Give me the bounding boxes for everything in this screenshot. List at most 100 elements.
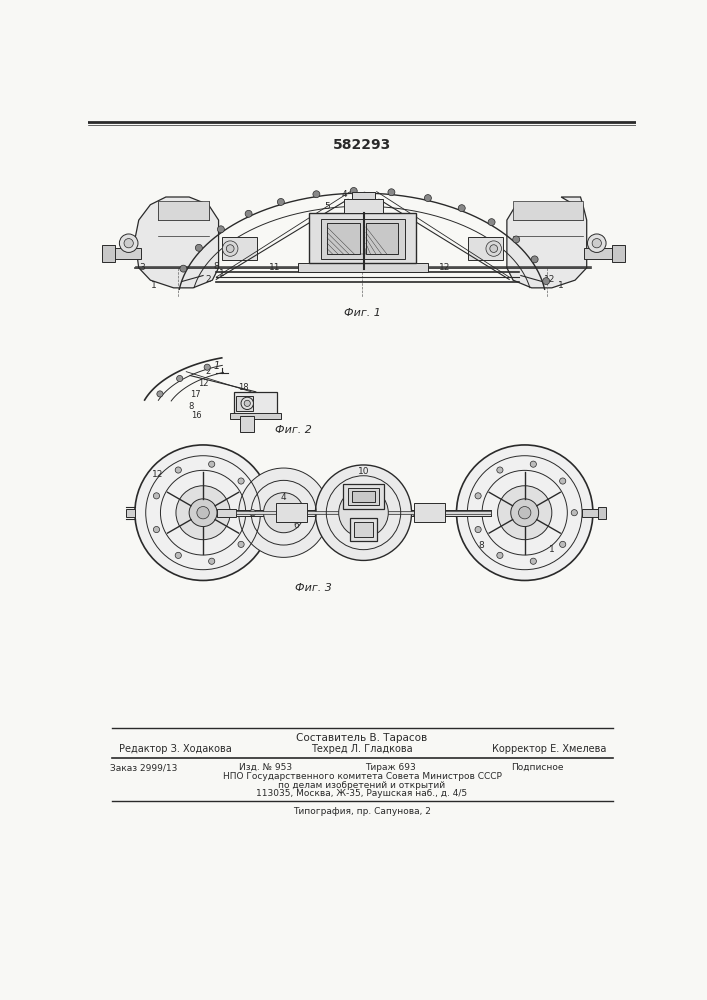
Text: Подписное: Подписное [512, 763, 564, 772]
Text: 1: 1 [559, 281, 564, 290]
Circle shape [313, 191, 320, 198]
Bar [217, 509, 236, 517]
Text: Редактор З. Ходакова: Редактор З. Ходакова [119, 744, 232, 754]
Bar [348, 488, 379, 505]
Text: по делам изобретений и открытий: по делам изобретений и открытий [279, 781, 445, 790]
Circle shape [530, 558, 537, 564]
Bar [585, 248, 615, 259]
Text: 8: 8 [189, 402, 194, 411]
Circle shape [277, 198, 284, 205]
Circle shape [157, 391, 163, 397]
Circle shape [388, 189, 395, 196]
Circle shape [119, 234, 138, 252]
Bar [236, 511, 491, 514]
Text: 7: 7 [341, 257, 347, 266]
Text: 16: 16 [192, 411, 202, 420]
Bar [110, 248, 141, 259]
Circle shape [530, 461, 537, 467]
Text: 5: 5 [325, 202, 330, 211]
Bar [414, 503, 445, 522]
Bar [298, 263, 428, 272]
Bar [158, 201, 209, 220]
Text: Заказ 2999/13: Заказ 2999/13 [110, 763, 178, 772]
Circle shape [250, 510, 256, 516]
Text: 2: 2 [411, 510, 416, 519]
Circle shape [560, 478, 566, 484]
Text: 8: 8 [214, 262, 219, 271]
Bar [276, 503, 307, 522]
Circle shape [513, 236, 520, 243]
Text: Тираж 693: Тираж 693 [366, 763, 416, 772]
Circle shape [458, 205, 465, 212]
Circle shape [218, 226, 224, 233]
Circle shape [176, 486, 230, 540]
Circle shape [497, 467, 503, 473]
Polygon shape [507, 197, 587, 288]
Circle shape [153, 493, 160, 499]
Circle shape [195, 244, 202, 251]
Bar [582, 509, 599, 517]
Circle shape [592, 239, 602, 248]
Circle shape [350, 187, 357, 194]
Text: 11: 11 [246, 395, 257, 404]
Circle shape [209, 461, 215, 467]
Circle shape [238, 541, 244, 547]
Bar [352, 491, 375, 502]
Text: 1: 1 [151, 281, 157, 290]
Text: Фиг. 2: Фиг. 2 [275, 425, 312, 435]
Text: 14: 14 [385, 263, 397, 272]
Text: Фиг. 1: Фиг. 1 [344, 308, 380, 318]
Circle shape [238, 478, 244, 484]
Bar [236, 510, 491, 516]
Bar [352, 192, 375, 199]
Text: 15: 15 [358, 535, 369, 544]
Text: 8: 8 [479, 541, 484, 550]
Circle shape [209, 558, 215, 564]
Circle shape [244, 400, 250, 406]
Bar [343, 484, 385, 509]
Circle shape [486, 241, 501, 256]
Bar [240, 416, 255, 432]
Bar [598, 507, 606, 519]
Circle shape [135, 445, 271, 580]
Text: Техред Л. Гладкова: Техред Л. Гладкова [311, 744, 413, 754]
Text: 1: 1 [213, 361, 219, 371]
Text: 13: 13 [369, 257, 381, 266]
Circle shape [189, 499, 217, 527]
Circle shape [180, 265, 187, 272]
Circle shape [315, 465, 411, 560]
Circle shape [531, 256, 538, 263]
Text: НПО Государственного комитета Совета Министров СССР: НПО Государственного комитета Совета Мин… [223, 772, 501, 781]
Text: 10: 10 [358, 467, 369, 476]
Text: Изд. № 953: Изд. № 953 [238, 763, 292, 772]
Circle shape [339, 488, 388, 537]
Bar [321, 219, 404, 259]
Text: 17: 17 [190, 390, 201, 399]
Text: 113035, Москва, Ж-35, Раушская наб., д. 4/5: 113035, Москва, Ж-35, Раушская наб., д. … [257, 789, 467, 798]
Circle shape [510, 499, 539, 527]
Bar [513, 201, 583, 220]
Circle shape [497, 552, 503, 558]
Bar [366, 223, 398, 254]
Text: 2: 2 [206, 275, 211, 284]
Text: 11: 11 [269, 263, 280, 272]
Circle shape [245, 210, 252, 217]
Text: Корректор Е. Хмелева: Корректор Е. Хмелева [492, 744, 607, 754]
Bar [103, 245, 115, 262]
Bar [236, 396, 253, 411]
Bar [327, 223, 360, 254]
Bar [126, 509, 135, 517]
Text: 4: 4 [281, 493, 286, 502]
Circle shape [560, 541, 566, 547]
Text: 4: 4 [341, 190, 347, 199]
Circle shape [488, 219, 495, 226]
Circle shape [588, 234, 606, 252]
Bar [222, 237, 257, 260]
Circle shape [241, 397, 253, 410]
Bar [351, 518, 377, 541]
Text: 582293: 582293 [333, 138, 391, 152]
Circle shape [457, 445, 593, 580]
Bar [612, 245, 625, 262]
Text: 12: 12 [439, 263, 450, 272]
Bar [468, 237, 503, 260]
